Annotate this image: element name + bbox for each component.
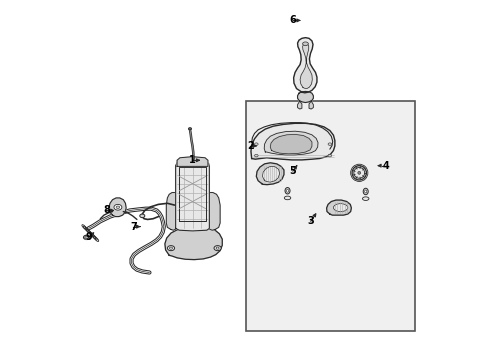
Ellipse shape (363, 188, 367, 195)
Ellipse shape (327, 143, 331, 145)
Polygon shape (297, 101, 301, 109)
Ellipse shape (286, 189, 288, 192)
Ellipse shape (362, 197, 368, 201)
Ellipse shape (364, 190, 366, 193)
Ellipse shape (254, 154, 258, 157)
Polygon shape (262, 166, 279, 182)
Ellipse shape (254, 143, 258, 145)
Ellipse shape (140, 214, 144, 218)
Ellipse shape (327, 154, 331, 157)
Polygon shape (175, 159, 209, 231)
Text: 5: 5 (289, 166, 296, 176)
Polygon shape (164, 226, 222, 260)
Ellipse shape (116, 206, 120, 208)
Ellipse shape (216, 247, 219, 249)
Text: 9: 9 (85, 232, 92, 242)
Polygon shape (264, 131, 317, 155)
Bar (246, 101, 414, 330)
Ellipse shape (188, 128, 191, 130)
Polygon shape (270, 134, 311, 154)
Polygon shape (308, 101, 313, 109)
Polygon shape (300, 43, 312, 89)
Ellipse shape (83, 235, 90, 239)
Ellipse shape (302, 42, 308, 45)
Text: 7: 7 (130, 222, 137, 231)
Text: 4: 4 (382, 161, 389, 171)
Ellipse shape (85, 236, 88, 238)
Ellipse shape (167, 246, 174, 251)
Polygon shape (293, 38, 316, 93)
Polygon shape (109, 198, 126, 217)
Ellipse shape (214, 246, 221, 251)
Ellipse shape (351, 166, 366, 180)
Text: 8: 8 (103, 206, 110, 216)
Polygon shape (206, 193, 220, 230)
Ellipse shape (169, 247, 172, 249)
Text: 1: 1 (189, 155, 196, 165)
Polygon shape (166, 193, 178, 230)
Polygon shape (250, 123, 334, 160)
Polygon shape (177, 157, 207, 166)
Polygon shape (326, 200, 351, 215)
Ellipse shape (357, 171, 360, 174)
Ellipse shape (333, 204, 347, 212)
Ellipse shape (353, 167, 364, 178)
Text: 6: 6 (289, 15, 296, 26)
Ellipse shape (285, 188, 289, 194)
Ellipse shape (114, 204, 122, 210)
Text: 2: 2 (246, 141, 253, 151)
Polygon shape (256, 163, 284, 185)
Ellipse shape (284, 196, 290, 200)
Text: 3: 3 (307, 216, 314, 226)
Polygon shape (297, 91, 313, 103)
